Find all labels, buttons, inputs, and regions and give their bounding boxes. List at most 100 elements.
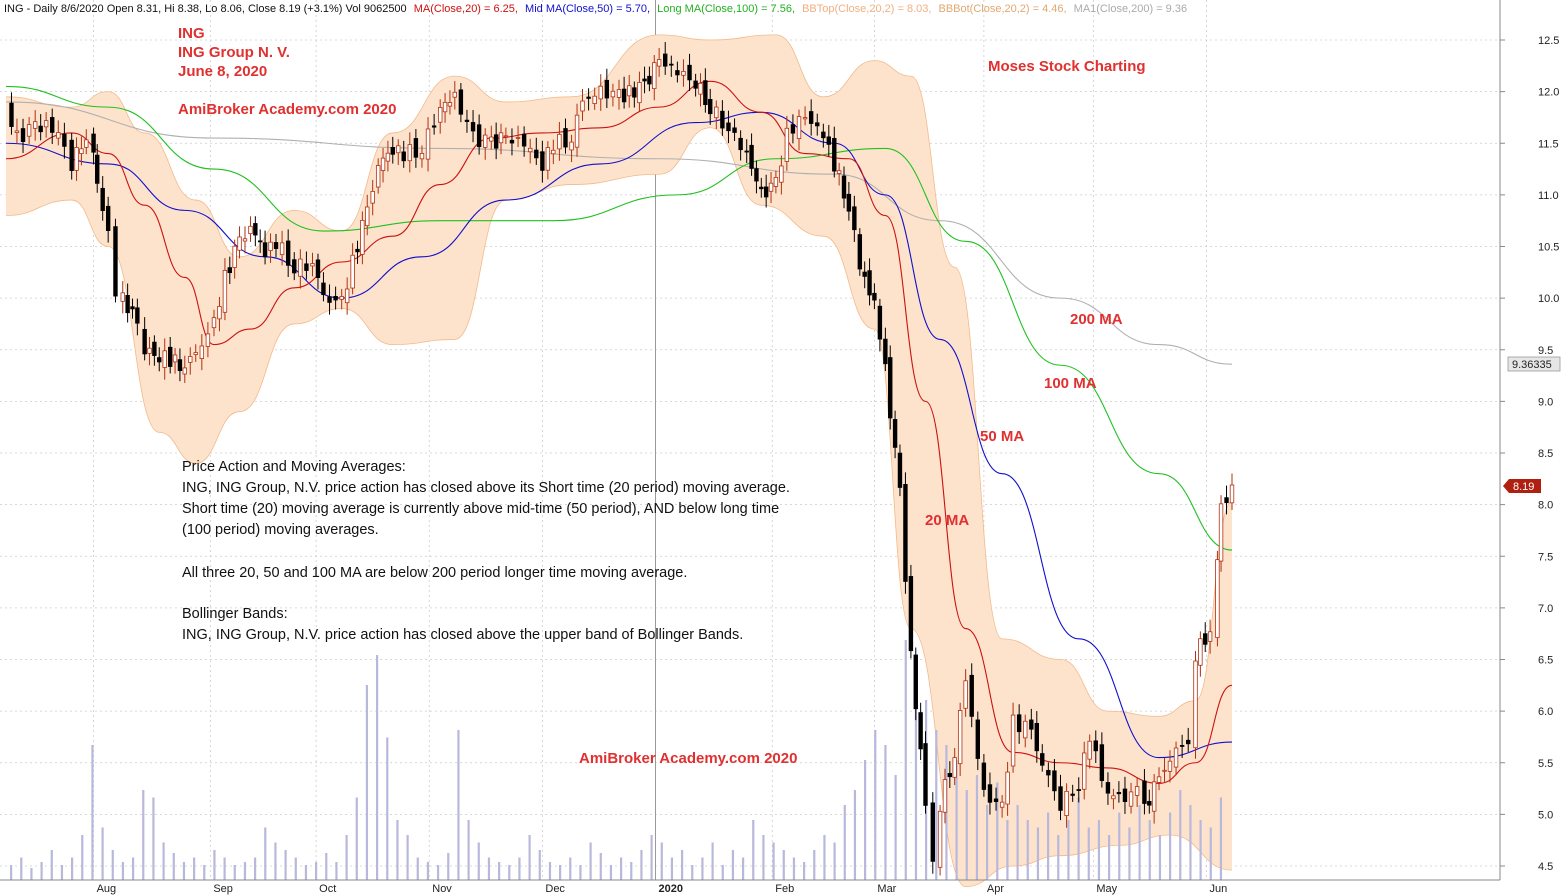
candlestick <box>598 74 603 111</box>
candle-body <box>464 119 470 122</box>
candlestick <box>652 55 657 101</box>
candlestick <box>592 87 597 110</box>
ma20-label: 20 MA <box>925 512 969 529</box>
volume-bar <box>203 865 206 880</box>
candlestick <box>545 141 551 180</box>
candlestick <box>1010 702 1016 773</box>
candle-body <box>703 80 708 105</box>
candlestick <box>120 281 125 314</box>
candle-body <box>43 120 49 128</box>
volume-bar <box>406 835 409 880</box>
volume-bar <box>742 857 745 880</box>
candlestick <box>738 130 743 161</box>
candle-body <box>385 152 391 162</box>
ma100-label: 100 MA <box>1044 375 1097 392</box>
volume-bar <box>193 857 196 880</box>
candlestick <box>540 140 545 183</box>
candlestick <box>152 335 157 366</box>
candlestick <box>1229 473 1235 511</box>
candle-body <box>720 110 725 129</box>
candle-body <box>656 59 662 67</box>
y-tick-label: 8.0 <box>1538 500 1553 512</box>
volume-bar <box>325 853 328 880</box>
candle-body <box>862 271 867 277</box>
candle-body <box>763 186 769 198</box>
y-tick-label: 8.5 <box>1538 448 1553 460</box>
date-label: June 8, 2020 <box>178 63 267 80</box>
candlestick <box>1179 734 1185 758</box>
candle-body <box>802 117 808 120</box>
candle-body <box>698 82 703 95</box>
candle-body <box>248 225 253 235</box>
candlestick <box>498 123 504 155</box>
candle-body <box>147 347 152 354</box>
candlestick <box>1087 734 1092 769</box>
bollinger-lower-line <box>5 127 1233 888</box>
candlestick <box>852 195 857 242</box>
candlestick <box>62 122 67 159</box>
volume-bar <box>721 865 724 880</box>
volume-bar <box>579 865 582 880</box>
candle-body <box>157 357 162 363</box>
candlestick <box>380 148 386 183</box>
volume-bar <box>986 805 989 880</box>
volume-bar <box>681 850 684 880</box>
volume-bar <box>1026 820 1029 880</box>
candle-body <box>1128 791 1134 807</box>
candlestick <box>32 110 38 141</box>
volume-bar <box>1148 820 1151 880</box>
candle-body <box>732 127 737 133</box>
candle-body <box>708 98 713 115</box>
candlestick <box>637 71 642 112</box>
volume-bars <box>10 640 1223 880</box>
candle-body <box>1046 769 1051 776</box>
candlestick <box>38 114 43 141</box>
volume-bar <box>142 790 145 880</box>
candle-body <box>162 350 167 368</box>
candlestick <box>162 338 167 380</box>
volume-bar <box>345 835 348 880</box>
candle-body <box>616 89 622 98</box>
candle-body <box>285 240 291 266</box>
candlestick <box>503 127 509 145</box>
candlestick <box>836 162 842 186</box>
candlestick <box>242 226 248 254</box>
volume-bar <box>50 850 53 880</box>
candlestick <box>1016 704 1022 744</box>
volume-bar <box>264 827 267 880</box>
y-tick-label: 7.5 <box>1538 551 1553 563</box>
candle-body <box>205 333 211 347</box>
candle-body <box>79 148 84 154</box>
candle-body <box>380 157 386 171</box>
commentary-line-1: Price Action and Moving Averages: <box>182 459 406 475</box>
candlestick <box>563 118 568 154</box>
candle-body <box>14 130 20 133</box>
candle-body <box>193 352 198 355</box>
candlestick <box>1093 730 1098 764</box>
candle-body <box>903 484 908 582</box>
candlestick <box>262 230 268 265</box>
candle-body <box>754 168 759 182</box>
x-tick-label: Aug <box>97 883 117 895</box>
candle-body <box>908 576 914 652</box>
candlestick <box>687 53 692 91</box>
candle-body <box>125 294 130 314</box>
candle-body <box>1229 484 1235 504</box>
candle-body <box>304 263 309 271</box>
candle-body <box>652 62 657 90</box>
candlestick <box>452 81 458 110</box>
candlestick <box>930 792 935 874</box>
candle-body <box>1023 720 1028 739</box>
volume-bar <box>132 857 135 880</box>
candle-body <box>1111 795 1116 800</box>
candle-body <box>681 71 686 76</box>
candle-body <box>580 100 585 112</box>
candle-body <box>647 75 652 85</box>
candlestick <box>604 68 610 109</box>
volume-bar <box>1016 805 1019 880</box>
y-tick-label: 9.0 <box>1538 396 1553 408</box>
candle-body <box>1029 719 1034 730</box>
candlestick <box>188 347 193 375</box>
commentary-line-5: All three 20, 50 and 100 MA are below 20… <box>182 565 687 581</box>
